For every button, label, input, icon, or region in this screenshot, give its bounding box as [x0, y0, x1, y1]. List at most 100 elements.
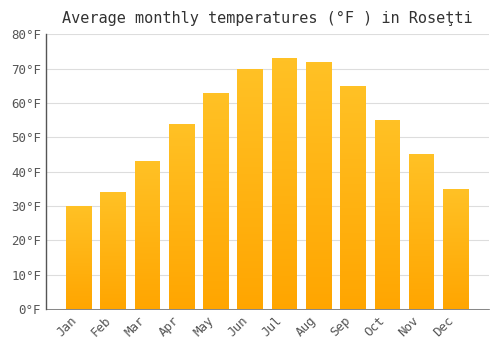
Bar	[66, 221, 92, 222]
Bar	[272, 239, 297, 241]
Bar	[374, 154, 400, 156]
Bar	[443, 273, 469, 274]
Bar	[272, 124, 297, 126]
Bar	[306, 109, 332, 111]
Bar	[272, 83, 297, 86]
Bar	[100, 285, 126, 286]
Bar	[203, 238, 229, 240]
Bar	[374, 230, 400, 231]
Bar	[306, 289, 332, 292]
Bar	[66, 279, 92, 280]
Bar	[443, 231, 469, 232]
Bar	[443, 282, 469, 284]
Bar	[169, 301, 194, 303]
Bar	[306, 188, 332, 190]
Bar	[306, 294, 332, 296]
Bar	[306, 72, 332, 74]
Bar	[100, 209, 126, 210]
Bar	[203, 103, 229, 106]
Bar	[340, 150, 366, 153]
Bar	[272, 284, 297, 286]
Bar	[203, 302, 229, 304]
Bar	[203, 151, 229, 153]
Bar	[100, 243, 126, 244]
Bar	[66, 266, 92, 267]
Bar	[203, 251, 229, 253]
Bar	[66, 236, 92, 237]
Bar	[443, 205, 469, 207]
Bar	[272, 146, 297, 148]
Bar	[409, 182, 434, 184]
Bar	[66, 271, 92, 272]
Bar	[272, 276, 297, 279]
Bar	[169, 285, 194, 287]
Bar	[306, 277, 332, 279]
Bar	[238, 256, 263, 258]
Bar	[374, 286, 400, 288]
Bar	[409, 219, 434, 221]
Bar	[66, 282, 92, 283]
Bar	[169, 159, 194, 161]
Bar	[374, 156, 400, 158]
Bar	[66, 303, 92, 304]
Bar	[272, 58, 297, 61]
Bar	[238, 121, 263, 124]
Bar	[169, 305, 194, 307]
Bar	[272, 286, 297, 289]
Bar	[203, 248, 229, 251]
Bar	[443, 214, 469, 215]
Bar	[409, 202, 434, 204]
Bar	[203, 198, 229, 201]
Bar	[134, 239, 160, 241]
Bar	[66, 228, 92, 229]
Bar	[134, 164, 160, 166]
Bar	[134, 226, 160, 228]
Bar	[203, 209, 229, 212]
Bar	[340, 144, 366, 146]
Bar	[272, 299, 297, 301]
Bar	[340, 240, 366, 242]
Bar	[272, 196, 297, 199]
Bar	[443, 254, 469, 255]
Bar	[100, 238, 126, 239]
Bar	[340, 287, 366, 289]
Bar	[238, 169, 263, 172]
Bar	[340, 235, 366, 238]
Bar	[272, 144, 297, 146]
Bar	[203, 119, 229, 121]
Bar	[66, 220, 92, 221]
Bar	[66, 302, 92, 303]
Bar	[443, 294, 469, 296]
Bar	[443, 210, 469, 212]
Bar	[238, 218, 263, 220]
Bar	[169, 149, 194, 151]
Bar	[272, 231, 297, 234]
Bar	[272, 71, 297, 73]
Bar	[340, 289, 366, 291]
Bar	[100, 211, 126, 212]
Bar	[238, 186, 263, 189]
Bar	[409, 243, 434, 244]
Bar	[340, 197, 366, 199]
Bar	[340, 226, 366, 229]
Bar	[238, 141, 263, 143]
Bar	[340, 128, 366, 131]
Bar	[409, 161, 434, 162]
Bar	[340, 135, 366, 137]
Bar	[100, 264, 126, 265]
Bar	[409, 286, 434, 287]
Bar	[409, 232, 434, 233]
Bar	[272, 261, 297, 264]
Bar	[306, 106, 332, 109]
Bar	[134, 172, 160, 173]
Bar	[66, 296, 92, 298]
Bar	[443, 296, 469, 297]
Bar	[374, 264, 400, 266]
Bar	[203, 272, 229, 274]
Bar	[203, 279, 229, 281]
Bar	[169, 279, 194, 281]
Bar	[169, 225, 194, 228]
Bar	[374, 124, 400, 126]
Bar	[169, 129, 194, 131]
Bar	[100, 250, 126, 251]
